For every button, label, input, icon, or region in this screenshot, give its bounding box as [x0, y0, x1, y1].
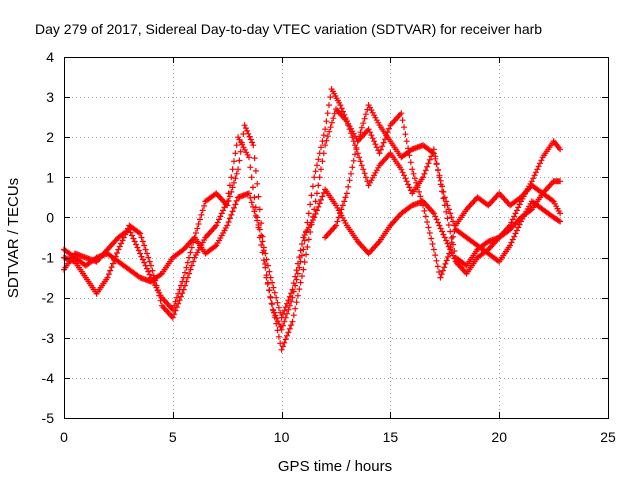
y-tick-label: 1 [46, 169, 54, 185]
x-axis-label: GPS time / hours [278, 458, 392, 475]
y-tick-label: -3 [42, 330, 55, 346]
x-tick-label: 15 [383, 429, 399, 445]
y-tick-label: 2 [46, 129, 54, 145]
data-point-markers [61, 178, 564, 321]
chart-title: Day 279 of 2017, Sidereal Day-to-day VTE… [35, 21, 542, 37]
x-tick-label: 5 [169, 429, 177, 445]
y-tick-label: 4 [46, 49, 54, 65]
series-track-3 [61, 178, 564, 321]
axis-ticks [64, 57, 609, 419]
y-tick-label: -1 [42, 250, 55, 266]
y-tick-label: -4 [42, 370, 55, 386]
series-track-2 [61, 106, 564, 353]
y-tick-label: 3 [46, 89, 54, 105]
tick-labels: 0 5 10 15 20 25 -5 -4 -3 -2 -1 0 1 2 3 4 [42, 49, 616, 445]
y-tick-label: -2 [42, 290, 55, 306]
data-point-markers [61, 106, 564, 353]
plot-frame [64, 57, 609, 419]
series-track-4 [322, 102, 564, 265]
y-axis-label: SDTVAR / TECUs [5, 178, 22, 298]
data-points [61, 86, 564, 353]
y-tick-label: 0 [46, 209, 54, 225]
data-point-markers [322, 102, 564, 265]
y-tick-label: -5 [42, 410, 55, 426]
x-tick-label: 0 [60, 429, 68, 445]
x-tick-label: 20 [491, 429, 507, 445]
x-tick-label: 10 [274, 429, 290, 445]
x-tick-label: 25 [600, 429, 616, 445]
